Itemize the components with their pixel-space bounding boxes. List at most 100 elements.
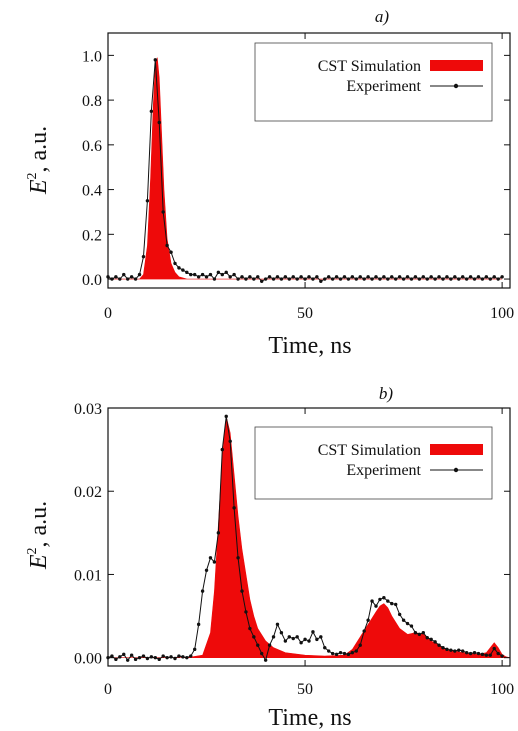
y-tick-label: 0.2 [82,227,102,244]
y-tick-label: 0.01 [74,567,102,584]
experiment-point [114,657,118,662]
experiment-point [153,58,157,62]
experiment-point [228,439,232,443]
experiment-point [492,275,496,279]
experiment-point [141,654,146,658]
experiment-point [149,109,154,113]
experiment-point [346,652,351,657]
experiment-point [161,210,165,214]
legend-swatch-simulation [430,60,483,71]
experiment-point [118,277,122,281]
experiment-point [464,277,469,281]
experiment-point [319,279,323,283]
experiment-point [488,653,492,657]
experiment-point [216,531,221,535]
experiment-point [500,654,504,658]
experiment-point [500,275,504,279]
experiment-point [149,655,154,659]
experiment-point [390,601,394,606]
experiment-point [126,277,130,281]
experiment-point [232,272,236,277]
experiment-point [421,275,425,279]
experiment-point [283,639,288,643]
experiment-point [271,277,276,281]
legend-label-experiment: Experiment [346,462,421,479]
experiment-point [413,631,418,635]
legend-marker-experiment [453,83,459,89]
experiment-point [110,654,114,658]
experiment-point [216,270,221,275]
experiment-point [212,277,217,281]
experiment-point [358,643,362,647]
experiment-point [421,631,425,635]
experiment-point [354,277,358,281]
experiment-point [208,556,213,560]
experiment-point [196,622,201,627]
experiment-point [480,652,485,657]
experiment-point [449,648,453,652]
experiment-point [287,635,291,639]
experiment-point [303,637,307,642]
experiment-point [299,275,303,279]
experiment-point [137,655,142,660]
experiment-point [208,272,213,277]
experiment-point [161,654,165,658]
experiment-point [394,277,398,281]
y-tick-label: 0.0 [82,272,102,289]
experiment-point [299,640,303,645]
experiment-point [382,596,386,600]
x-tick-label: 100 [490,681,514,698]
experiment-point [267,275,272,279]
experiment-point [177,266,181,270]
legend-label-simulation: CST Simulation [318,442,421,459]
experiment-point [118,655,122,659]
experiment-point [484,275,489,279]
x-tick-label: 0 [104,681,112,698]
experiment-point [397,275,402,279]
experiment-point [263,658,268,662]
experiment-point [181,268,185,272]
experiment-point [350,275,355,279]
legend: CST Simulation Experiment [254,426,493,500]
experiment-point [275,622,280,627]
experiment-point [378,277,382,281]
panel-label: a) [375,7,390,26]
experiment-point [405,621,410,626]
experiment-point [350,650,355,655]
experiment-point [133,657,138,662]
plot-frame [107,407,511,667]
legend-label-simulation: CST Simulation [318,58,421,75]
experiment-point [330,651,335,656]
experiment-point [133,277,138,281]
x-tick-label: 100 [490,305,514,322]
experiment-point [193,647,197,652]
experiment-point [291,636,295,641]
experiment-point [145,199,150,203]
experiment-point [244,277,248,281]
experiment-point [457,277,461,281]
experiment-point [342,275,347,279]
experiment-point [334,275,339,279]
experiment-point [409,277,414,281]
experiment-point [370,599,374,603]
experiment-point [204,275,209,279]
legend-swatch-simulation [430,444,483,455]
experiment-point [303,277,307,281]
experiment-point [126,658,130,662]
experiment-point [468,275,473,279]
experiment-point [342,651,347,656]
experiment-point [189,272,193,277]
experiment-point [417,632,422,637]
x-axis-label: Time, ns [268,333,351,359]
experiment-point [417,277,422,281]
experiment-point [177,654,181,658]
x-tick-label: 50 [297,681,313,698]
experiment-point [204,568,209,572]
experiment-point [275,275,280,279]
experiment-point [484,653,489,657]
experiment-point [248,626,252,631]
experiment-point [165,655,169,660]
experiment-point [323,277,327,281]
experiment-point [488,277,492,281]
experiment-point [267,643,272,647]
